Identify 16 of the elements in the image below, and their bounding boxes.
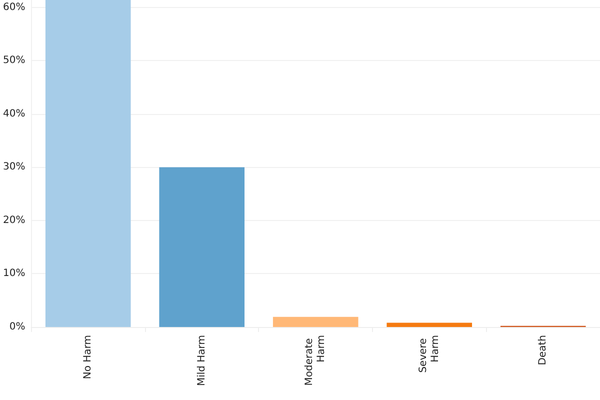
x-tick-label: No Harm: [82, 335, 94, 380]
y-tick-label: 40%: [2, 108, 26, 120]
y-tick-label: 50%: [2, 55, 26, 66]
bar: [45, 0, 131, 327]
x-tick-label: Moderate Harm: [304, 335, 328, 386]
y-tick-label: 0%: [9, 322, 26, 332]
x-tick-label: Death: [538, 335, 549, 366]
y-tick-label: 60%: [2, 2, 26, 13]
x-tick-label: Severe Harm: [418, 335, 441, 373]
bar: [272, 316, 358, 327]
y-tick-label: 10%: [2, 268, 26, 280]
x-tick-label: Mild Harm: [196, 335, 208, 386]
y-tick-label: 20%: [2, 214, 26, 226]
bar: [159, 167, 245, 327]
y-tick-label: 30%: [2, 162, 26, 173]
bar: [386, 322, 472, 327]
